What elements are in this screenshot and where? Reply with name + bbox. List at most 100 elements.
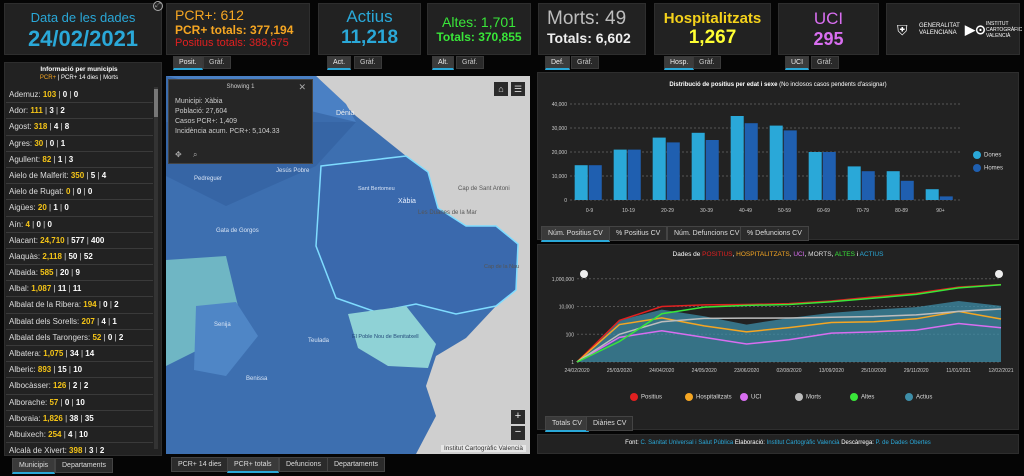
map-popup[interactable]: Showing 1 ✕ Municipi: Xàbia Població: 27… — [168, 79, 313, 164]
def-button[interactable]: Def. — [545, 56, 570, 70]
list-item[interactable]: Alberic: 893 | 15 | 10 — [6, 362, 153, 379]
legend-item[interactable]: Actius — [905, 393, 932, 401]
list-item[interactable]: Agost: 318 | 4 | 8 — [6, 119, 153, 136]
uci-graf-button[interactable]: Gràf. — [811, 56, 839, 69]
bar-dones[interactable] — [691, 132, 705, 200]
list-item[interactable]: Albalat dels Sorells: 207 | 4 | 1 — [6, 314, 153, 330]
tab-map-pcr14[interactable]: PCR+ 14 dies — [171, 457, 229, 472]
list-scroll-thumb[interactable] — [154, 89, 158, 117]
series-altes-line[interactable] — [576, 284, 1002, 363]
list-item[interactable]: Albal: 1,087 | 11 | 11 — [6, 281, 153, 298]
tab-pct-positius[interactable]: % Positius CV — [609, 226, 668, 241]
municipality-list[interactable]: Ademuz: 103 | 0 | 0 Ador: 111 | 3 | 2 Agos… — [6, 87, 153, 453]
bar-dones[interactable] — [769, 125, 783, 200]
layer-list-icon[interactable]: ☰ — [511, 82, 525, 96]
bar-homes[interactable] — [861, 171, 875, 200]
popup-close-icon[interactable]: ✕ — [298, 82, 306, 92]
expand-icon[interactable]: ⤢ — [153, 1, 163, 11]
bar-homes[interactable] — [627, 149, 641, 200]
tab-num-positius[interactable]: Núm. Positius CV — [541, 226, 610, 242]
zoom-in-button[interactable]: + — [511, 410, 525, 424]
footer-desc-link[interactable]: P. de Dades Obertes — [875, 440, 931, 446]
series-uci-line[interactable] — [576, 322, 1002, 363]
tab-diaries-cv[interactable]: Diàries CV — [586, 416, 634, 431]
tab-map-pcr-totals[interactable]: PCR+ totals — [227, 457, 279, 473]
line-chart[interactable]: 1 100 10,000 1,000,000 24/02/2020 25/03/2020 2… — [537, 264, 1019, 389]
series-actius-area[interactable] — [577, 300, 1001, 362]
hosp-graf-button[interactable]: Gràf. — [693, 56, 721, 69]
def-graf-button[interactable]: Gràf. — [571, 56, 599, 69]
map-xabia-selected[interactable] — [315, 155, 519, 315]
list-item[interactable]: Ador: 111 | 3 | 2 — [6, 103, 153, 120]
bar-dones[interactable] — [808, 152, 822, 200]
popup-move-icon[interactable]: ✥ — [175, 150, 182, 159]
alt-button[interactable]: Alt. — [432, 56, 455, 70]
act-button[interactable]: Act. — [327, 56, 352, 70]
list-item[interactable]: Albatera: 1,075 | 34 | 14 — [6, 346, 153, 363]
tab-map-departaments[interactable]: Departaments — [327, 457, 385, 472]
list-item[interactable]: Albalat dels Tarongers: 52 | 0 | 2 — [6, 330, 153, 346]
list-item[interactable]: Alcalà de Xivert: 398 | 3 | 2 — [6, 443, 153, 453]
bar-homes[interactable] — [822, 152, 836, 200]
series-positius-line[interactable] — [576, 283, 1002, 363]
list-item[interactable]: Aielo de Rugat: 0 | 0 | 0 — [6, 184, 153, 201]
posit-button[interactable]: Posit. — [173, 56, 203, 70]
footer-elab-link[interactable]: Institut Cartogràfic Valencià — [766, 440, 840, 446]
tab-map-defuncions[interactable]: Defuncions — [279, 457, 329, 472]
bar-dones[interactable] — [652, 137, 666, 200]
tab-departaments[interactable]: Departaments — [55, 458, 113, 473]
bar-homes[interactable] — [939, 196, 953, 200]
bar-dones[interactable] — [574, 165, 588, 200]
list-scrollbar[interactable] — [154, 87, 158, 449]
act-graf-button[interactable]: Gràf. — [354, 56, 382, 69]
map-benitatxell-region[interactable] — [348, 306, 436, 368]
bar-homes[interactable] — [744, 123, 758, 200]
bar-dones[interactable] — [730, 116, 744, 200]
tab-pct-defuncions[interactable]: % Defuncions CV — [740, 226, 809, 241]
map-panel[interactable]: Dénia Jesús Pobre Pedreguer Cap de Sant … — [166, 76, 530, 454]
list-item[interactable]: Aín: 4 | 0 | 0 — [6, 217, 153, 233]
series-hospitalitzats-line[interactable] — [576, 310, 1002, 363]
list-item[interactable]: Aielo de Malferit: 350 | 5 | 4 — [6, 168, 153, 185]
series-morts-line[interactable] — [576, 308, 1002, 363]
list-item[interactable]: Albalat de la Ribera: 194 | 0 | 2 — [6, 297, 153, 314]
tab-num-defuncions[interactable]: Núm. Defuncions CV — [667, 226, 747, 241]
uci-button[interactable]: UCI — [785, 56, 810, 70]
popup-zoom-to-icon[interactable]: ⌕ — [193, 150, 198, 159]
bar-dones[interactable] — [847, 166, 861, 200]
range-end-handle[interactable] — [995, 270, 1003, 278]
legend-item[interactable]: Hospitalitzats — [685, 393, 732, 401]
legend-item[interactable]: Positius — [630, 393, 662, 401]
range-start-handle[interactable] — [580, 270, 588, 278]
list-item[interactable]: Agres: 30 | 0 | 1 — [6, 136, 153, 152]
bar-homes[interactable] — [588, 165, 602, 200]
list-item[interactable]: Aigües: 20 | 1 | 0 — [6, 200, 153, 217]
tab-totals-cv[interactable]: Totals CV — [545, 416, 589, 432]
list-item[interactable]: Ademuz: 103 | 0 | 0 — [6, 87, 153, 104]
footer-font-link[interactable]: C. Sanitat Universal i Salut Pública — [640, 440, 734, 446]
legend-item[interactable]: UCI — [740, 393, 761, 401]
list-item[interactable]: Albuixech: 254 | 4 | 10 — [6, 427, 153, 444]
list-item[interactable]: Alaquàs: 2,118 | 50 | 52 — [6, 249, 153, 266]
list-item[interactable]: Alboraia: 1,826 | 38 | 35 — [6, 411, 153, 427]
list-item[interactable]: Alacant: 24,710 | 577 | 400 — [6, 233, 153, 249]
list-item[interactable]: Alborache: 57 | 0 | 10 — [6, 395, 153, 411]
legend-item[interactable]: Altes — [850, 393, 874, 401]
alt-graf-button[interactable]: Gràf. — [456, 56, 484, 69]
bar-dones[interactable] — [886, 171, 900, 200]
list-item[interactable]: Albaida: 585 | 20 | 9 — [6, 265, 153, 282]
list-item[interactable]: Albocàsser: 126 | 2 | 2 — [6, 378, 153, 395]
bar-dones[interactable] — [925, 189, 939, 200]
home-icon[interactable]: ⌂ — [494, 82, 508, 96]
list-item[interactable]: Agullent: 82 | 1 | 3 — [6, 152, 153, 168]
legend-item[interactable]: Morts — [795, 393, 821, 401]
bar-homes[interactable] — [666, 142, 680, 200]
posit-graf-button[interactable]: Gràf. — [203, 56, 231, 69]
tab-municipis[interactable]: Municipis — [12, 458, 56, 474]
hosp-button[interactable]: Hosp. — [664, 56, 695, 70]
bar-homes[interactable] — [705, 140, 719, 200]
map-senija-region[interactable] — [194, 302, 258, 376]
bar-dones[interactable] — [613, 149, 627, 200]
zoom-out-button[interactable]: − — [511, 426, 525, 440]
bar-homes[interactable] — [900, 180, 914, 200]
